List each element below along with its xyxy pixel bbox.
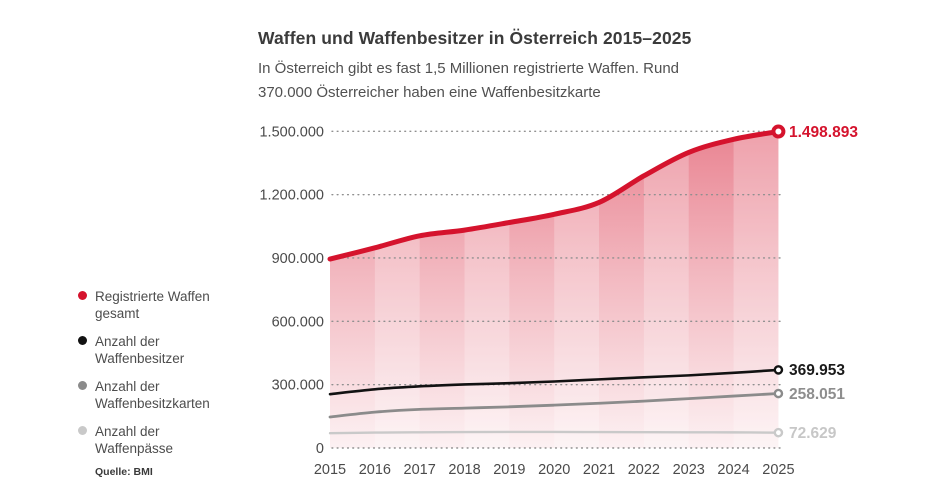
legend-item-label: Registrierte Waffen gesamt [95, 289, 210, 321]
year-band [643, 131, 689, 448]
x-axis-tick-label-2019: 2019 [493, 462, 525, 478]
year-band [554, 131, 600, 448]
y-axis-tick-label: 0 [316, 441, 324, 457]
series-line-3 [328, 430, 780, 435]
source-note: Quelle: BMI [95, 466, 153, 478]
legend-color-dot-red [78, 291, 87, 300]
y-axis-tick-label: 300.000 [272, 378, 324, 394]
legend-item-waffenbesitzkarten: Anzahl der Waffenbesitzkarten [78, 378, 238, 412]
legend-color-dot-black [78, 336, 87, 345]
chart-subtitle: In Österreich gibt es fast 1,5 Millionen… [258, 60, 680, 101]
end-marker-0 [771, 124, 786, 139]
year-band [733, 131, 779, 448]
end-value-label-0: 1.498.893 [789, 124, 858, 141]
legend-item-registrierte-waffen: Registrierte Waffen gesamt [78, 288, 238, 322]
legend-item-label: Anzahl der Waffenbesitzkarten [95, 379, 210, 411]
end-value-label-2: 258.051 [789, 386, 845, 403]
legend-item-waffenpaesse: Anzahl der Waffenpässe [78, 423, 238, 457]
y-axis-tick-label: 900.000 [272, 251, 324, 267]
end-value-label-1: 369.953 [789, 362, 845, 379]
series-line-1 [328, 368, 780, 396]
x-axis-tick-label-2021: 2021 [583, 462, 615, 478]
x-axis-tick-label-2024: 2024 [717, 462, 749, 478]
year-band [464, 131, 510, 448]
x-axis-tick-label-2023: 2023 [673, 462, 705, 478]
series-line-0 [327, 129, 781, 262]
x-axis-tick-label-2016: 2016 [359, 462, 391, 478]
x-axis-tick-label-2020: 2020 [538, 462, 570, 478]
y-axis-tick-label: 1.200.000 [259, 188, 324, 204]
end-value-label-3: 72.629 [789, 425, 837, 442]
y-axis-tick-label: 1.500.000 [259, 124, 324, 140]
x-axis-tick-label-2022: 2022 [628, 462, 660, 478]
y-axis-tick-label: 600.000 [272, 314, 324, 330]
legend-item-label: Anzahl der Waffenpässe [95, 424, 174, 456]
x-axis-tick-label-2017: 2017 [404, 462, 436, 478]
series-line-2 [328, 392, 780, 419]
x-axis-tick-label-2025: 2025 [762, 462, 794, 478]
end-marker-3 [773, 427, 784, 438]
end-marker-2 [773, 388, 784, 399]
page-title: Waffen und Waffenbesitzer in Österreich … [258, 28, 692, 48]
legend-color-dot-lightgray [78, 426, 87, 435]
legend-item-label: Anzahl der Waffenbesitzer [95, 334, 185, 366]
end-marker-1 [773, 365, 784, 375]
legend-item-waffenbesitzer: Anzahl der Waffenbesitzer [78, 333, 238, 367]
year-band [374, 131, 420, 448]
legend: Registrierte Waffen gesamt Anzahl der Wa… [78, 288, 238, 478]
legend-color-dot-gray [78, 381, 87, 390]
x-axis-tick-label-2018: 2018 [448, 462, 480, 478]
x-axis-tick-label-2015: 2015 [314, 462, 346, 478]
area-fill-registrierte-waffen [330, 131, 779, 448]
